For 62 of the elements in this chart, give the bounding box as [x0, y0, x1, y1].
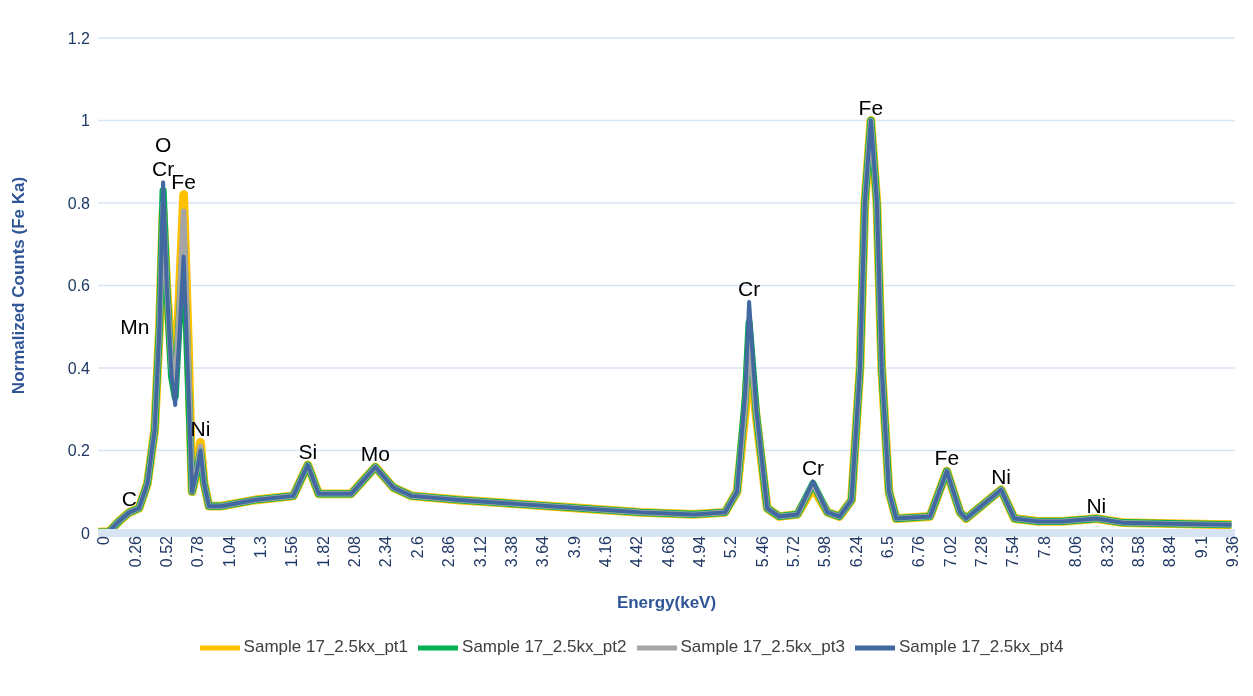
x-tick-label: 0: [95, 535, 113, 545]
annotation: Cr: [801, 456, 825, 480]
y-tick-label: 1.2: [67, 29, 91, 47]
annotation: Fe: [934, 446, 960, 470]
legend-label: Sample 17_2.5kx_pt2: [462, 637, 627, 657]
annotation: Mo: [360, 442, 390, 465]
annotation: Ni: [991, 464, 1012, 488]
legend-label: Sample 17_2.5kx_pt4: [898, 637, 1064, 657]
x-tick-label: 9.1: [1192, 535, 1210, 559]
y-tick-label: 0.2: [67, 442, 91, 460]
annotation: C: [121, 487, 137, 511]
annotation: Si: [298, 439, 318, 463]
x-tick-label: 5.98: [816, 535, 834, 568]
annotation: O: [154, 133, 172, 157]
x-tick-label: 1.82: [314, 535, 332, 568]
annotation: Fe: [858, 95, 884, 119]
annotation: Cr: [738, 277, 761, 300]
annotation: Mn: [120, 315, 150, 339]
annotation: Fe: [171, 169, 196, 193]
x-tick-label: 1.3: [252, 535, 270, 559]
x-tick-label: 4.16: [596, 535, 614, 568]
x-tick-label: 7.8: [1035, 535, 1053, 559]
annotation: Ni: [1086, 493, 1107, 517]
x-tick-label: 5.46: [753, 535, 771, 568]
x-tick-label: 3.12: [471, 535, 489, 568]
x-tick-label: 0.26: [126, 535, 144, 568]
x-tick-label: 4.94: [690, 535, 708, 568]
legend-label: Sample 17_2.5kx_pt1: [243, 637, 409, 657]
x-tick-label: 1.56: [283, 535, 301, 568]
y-tick-label: 0: [81, 524, 91, 542]
x-tick-label: 2.6: [408, 535, 426, 559]
x-axis-title: Energy(keV): [616, 593, 717, 612]
x-tick-label: 6.5: [879, 535, 897, 559]
y-tick-label: 1: [81, 112, 91, 130]
x-tick-label: 6.24: [847, 535, 865, 568]
x-tick-label: 2.86: [440, 535, 458, 568]
y-tick-label: 0.6: [67, 277, 91, 295]
y-tick-label: 0.4: [67, 359, 91, 377]
x-tick-label: 8.58: [1129, 535, 1147, 568]
x-tick-label: 4.42: [628, 535, 646, 568]
x-tick-label: 7.02: [941, 535, 959, 568]
legend-label: Sample 17_2.5kx_pt3: [680, 637, 845, 657]
x-tick-label: 8.06: [1067, 535, 1085, 568]
x-tick-label: 7.28: [973, 535, 991, 568]
x-tick-label: 5.72: [785, 535, 803, 568]
x-tick-label: 3.9: [565, 535, 583, 559]
x-tick-label: 1.04: [220, 535, 238, 568]
x-tick-label: 3.64: [534, 535, 552, 568]
x-tick-label: 4.68: [659, 535, 677, 568]
y-tick-label: 0.8: [67, 194, 91, 212]
x-tick-label: 8.32: [1098, 535, 1116, 568]
y-axis-title: Normalized Counts (Fe Ka): [9, 176, 29, 395]
x-tick-label: 2.08: [346, 535, 364, 568]
x-tick-label: 0.52: [158, 535, 176, 568]
x-tick-label: 0.78: [189, 535, 207, 568]
x-tick-label: 5.2: [722, 535, 740, 559]
x-tick-label: 2.34: [377, 535, 395, 568]
x-tick-label: 7.54: [1004, 535, 1022, 568]
x-tick-label: 3.38: [502, 535, 520, 568]
x-tick-label: 8.84: [1161, 535, 1179, 568]
x-tick-label: 6.76: [910, 535, 928, 568]
x-tick-label: 9.36: [1223, 535, 1241, 568]
